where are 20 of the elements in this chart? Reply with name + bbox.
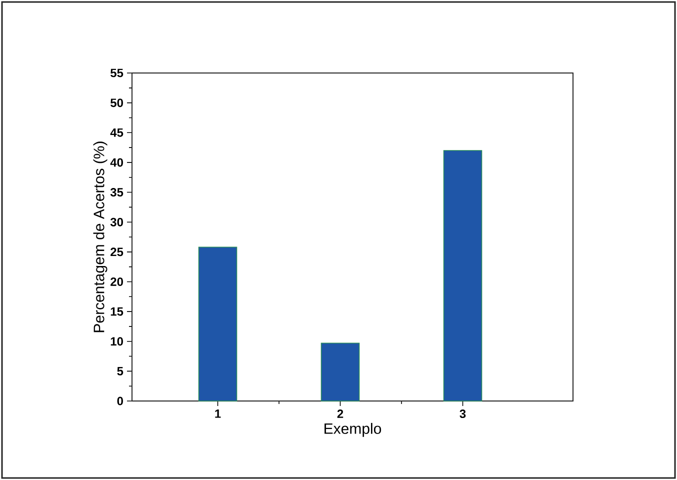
y-tick-label: 40 — [110, 158, 123, 167]
y-tick-label: 10 — [110, 337, 123, 346]
y-tick-label: 0 — [117, 396, 123, 406]
bar — [320, 342, 360, 402]
y-tick-label: 50 — [110, 98, 123, 108]
y-tick-label: 25 — [110, 248, 124, 256]
x-tick-label: 2 — [337, 410, 344, 418]
y-tick-label: 35 — [110, 188, 124, 197]
x-axis-title: Exemplo — [324, 422, 382, 437]
bar — [443, 150, 482, 402]
x-tick-label: 1 — [215, 410, 221, 418]
y-tick-label: 30 — [110, 218, 123, 226]
bar — [198, 246, 238, 402]
y-tick-label: 5 — [117, 367, 124, 376]
y-axis-title: Percentagem de Acertos (%) — [93, 142, 108, 332]
y-tick-label: 45 — [110, 128, 124, 137]
y-tick-label: 15 — [110, 307, 124, 316]
y-tick-label: 20 — [110, 277, 123, 286]
x-tick-label: 3 — [460, 410, 466, 418]
y-tick-label: 55 — [110, 68, 124, 78]
